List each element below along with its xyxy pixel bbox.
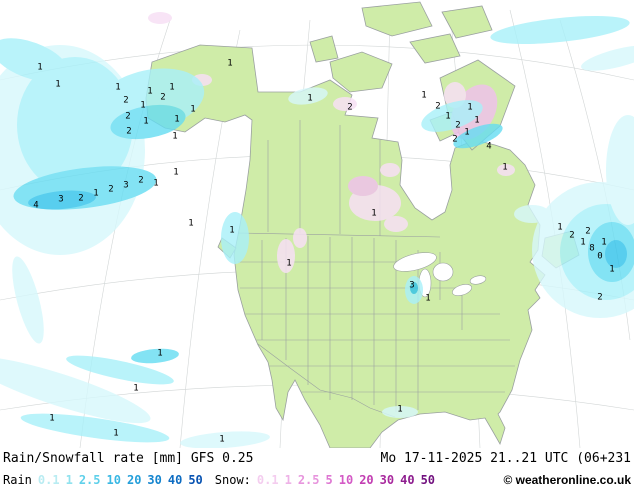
scale-value: 1	[65, 472, 73, 487]
scale-value: 2.5	[297, 472, 320, 487]
arctic-island	[441, 5, 493, 39]
map-title: Rain/Snowfall rate [mm] GFS 0.25	[3, 451, 254, 466]
lake-huron	[432, 262, 454, 282]
scale-value: 10	[106, 472, 121, 487]
ellesmere-island	[361, 1, 433, 37]
scale-value: 40	[167, 472, 183, 487]
rain-label: Rain	[3, 472, 32, 487]
scale-value: 20	[126, 472, 142, 487]
great-lakes	[393, 252, 487, 298]
banks-island	[309, 35, 339, 63]
scale-value: 2.5	[78, 472, 101, 487]
snow-scale: 0.1 1 2.5 5 10 20 30 40 50	[251, 473, 435, 487]
map-datetime: Mo 17-11-2025 21..21 UTC (06+231	[380, 451, 631, 466]
scale-value: 40	[400, 472, 415, 487]
devon-island	[409, 33, 461, 64]
footer-bar: Rain/Snowfall rate [mm] GFS 0.25 Mo 17-1…	[0, 448, 634, 490]
scale-value: 1	[284, 472, 292, 487]
lake-superior	[393, 252, 437, 272]
scale-value: 30	[379, 472, 395, 487]
rain-scale: 0.1 1 2.5 10 20 30 40 50	[32, 473, 203, 487]
scale-value: 50	[188, 472, 203, 487]
lake-erie	[452, 284, 472, 296]
victoria-island	[329, 51, 393, 93]
scale-value: 10	[338, 472, 354, 487]
scale-value: 30	[147, 472, 162, 487]
north-america-precipitation-map	[0, 0, 634, 448]
footer-legend-row: Rain 0.1 1 2.5 10 20 30 40 50 Snow: 0.1 1 2.5 5 10 2…	[0, 469, 634, 490]
scale-value: 50	[420, 472, 436, 487]
mainland	[145, 44, 546, 448]
scale-value: 0.1	[37, 472, 60, 487]
copyright: © weatheronline.co.uk	[503, 472, 631, 487]
scale-value: 0.1	[256, 472, 279, 487]
scale-value: 5	[325, 472, 333, 487]
lake-ontario	[469, 275, 487, 285]
footer-title-row: Rain/Snowfall rate [mm] GFS 0.25 Mo 17-1…	[0, 448, 634, 469]
snow-label: Snow:	[214, 472, 251, 487]
rainfall-areas	[0, 16, 634, 448]
political-borders	[237, 120, 515, 418]
scale-value: 20	[359, 472, 374, 487]
